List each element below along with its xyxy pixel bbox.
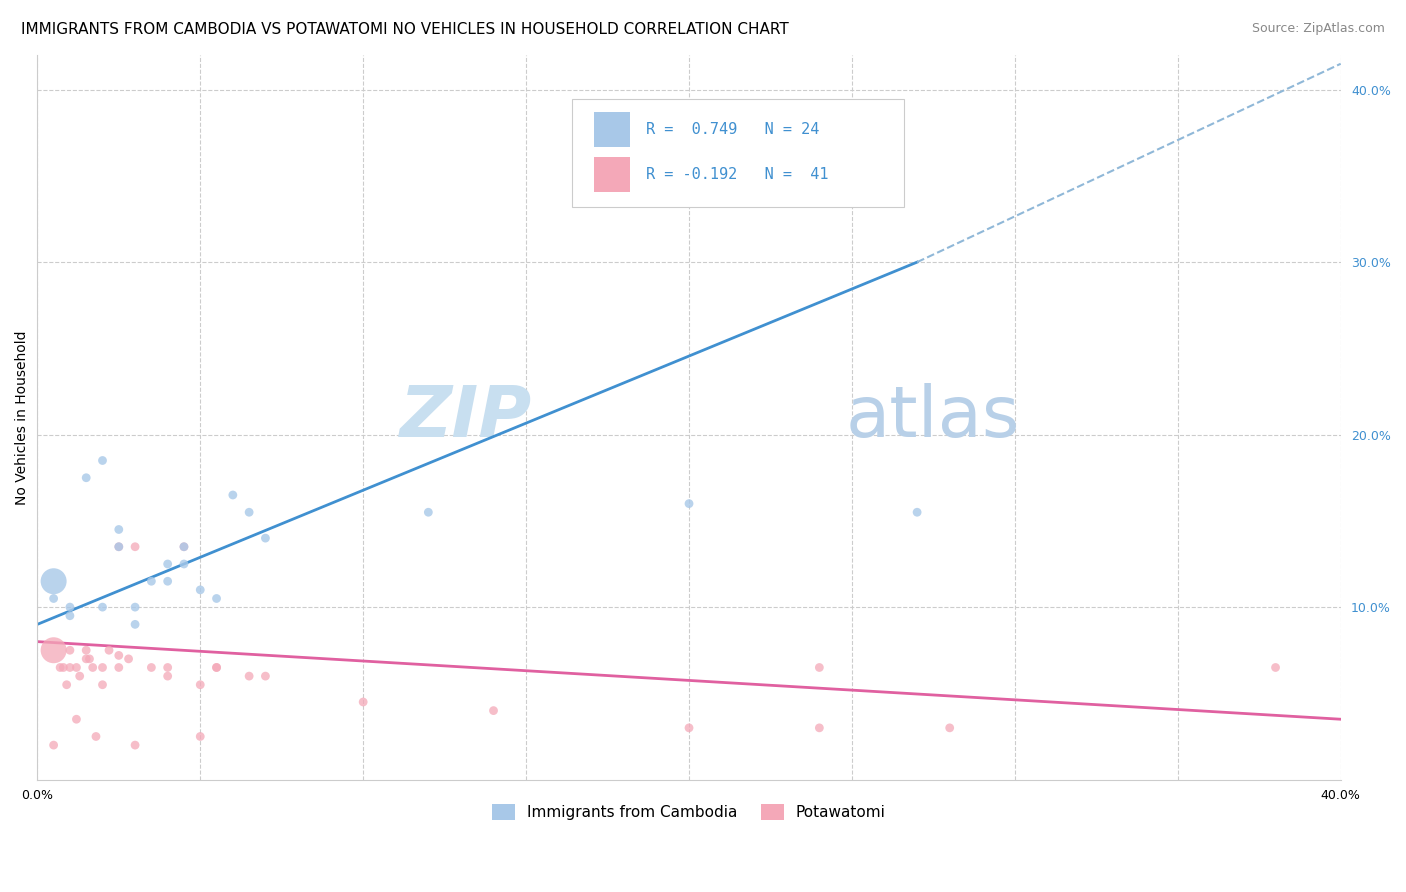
Point bbox=[254, 531, 277, 545]
Point bbox=[141, 574, 163, 589]
Point bbox=[156, 574, 179, 589]
Point bbox=[352, 695, 374, 709]
Point bbox=[59, 600, 82, 615]
Point bbox=[222, 488, 245, 502]
Point bbox=[173, 540, 195, 554]
Point bbox=[59, 660, 82, 674]
Point bbox=[107, 660, 129, 674]
Point bbox=[905, 505, 928, 519]
Point bbox=[91, 600, 114, 615]
FancyBboxPatch shape bbox=[572, 99, 904, 207]
Point bbox=[124, 600, 146, 615]
Point bbox=[42, 643, 65, 657]
Point bbox=[188, 730, 211, 744]
Point bbox=[173, 557, 195, 571]
Point bbox=[79, 652, 101, 666]
Point bbox=[238, 669, 260, 683]
Text: IMMIGRANTS FROM CAMBODIA VS POTAWATOMI NO VEHICLES IN HOUSEHOLD CORRELATION CHAR: IMMIGRANTS FROM CAMBODIA VS POTAWATOMI N… bbox=[21, 22, 789, 37]
Text: atlas: atlas bbox=[845, 383, 1019, 452]
Point bbox=[156, 669, 179, 683]
Point bbox=[124, 540, 146, 554]
Point bbox=[65, 660, 87, 674]
Point bbox=[418, 505, 440, 519]
Text: R = -0.192   N =  41: R = -0.192 N = 41 bbox=[645, 167, 828, 182]
Point bbox=[75, 471, 97, 485]
Point bbox=[205, 591, 228, 606]
Point bbox=[254, 669, 277, 683]
Point bbox=[238, 505, 260, 519]
FancyBboxPatch shape bbox=[593, 112, 630, 147]
Point bbox=[65, 712, 87, 726]
Point bbox=[98, 643, 121, 657]
Point bbox=[75, 652, 97, 666]
Point bbox=[808, 721, 831, 735]
Point bbox=[59, 643, 82, 657]
Point bbox=[49, 660, 72, 674]
Point bbox=[205, 660, 228, 674]
Point bbox=[75, 643, 97, 657]
Point bbox=[482, 704, 505, 718]
Point bbox=[188, 678, 211, 692]
FancyBboxPatch shape bbox=[593, 157, 630, 192]
Point bbox=[107, 540, 129, 554]
Point bbox=[55, 678, 77, 692]
Point bbox=[205, 660, 228, 674]
Point bbox=[52, 660, 75, 674]
Point bbox=[42, 591, 65, 606]
Point bbox=[91, 678, 114, 692]
Point bbox=[678, 721, 700, 735]
Point bbox=[69, 669, 91, 683]
Point bbox=[42, 738, 65, 752]
Point bbox=[938, 721, 960, 735]
Text: ZIP: ZIP bbox=[401, 383, 533, 452]
Point bbox=[1264, 660, 1286, 674]
Point bbox=[173, 540, 195, 554]
Point bbox=[141, 660, 163, 674]
Point bbox=[156, 660, 179, 674]
Point bbox=[678, 497, 700, 511]
Text: R =  0.749   N = 24: R = 0.749 N = 24 bbox=[645, 122, 820, 137]
Text: Source: ZipAtlas.com: Source: ZipAtlas.com bbox=[1251, 22, 1385, 36]
Point bbox=[107, 540, 129, 554]
Point bbox=[117, 652, 139, 666]
Point bbox=[82, 660, 104, 674]
Point bbox=[107, 523, 129, 537]
Point bbox=[91, 660, 114, 674]
Point bbox=[107, 648, 129, 663]
Point bbox=[91, 453, 114, 467]
Y-axis label: No Vehicles in Household: No Vehicles in Household bbox=[15, 330, 30, 505]
Point bbox=[42, 574, 65, 589]
Point bbox=[188, 582, 211, 597]
Point bbox=[124, 617, 146, 632]
Point bbox=[124, 738, 146, 752]
Point bbox=[808, 660, 831, 674]
Point bbox=[59, 608, 82, 623]
Legend: Immigrants from Cambodia, Potawatomi: Immigrants from Cambodia, Potawatomi bbox=[486, 798, 891, 826]
Point bbox=[84, 730, 107, 744]
Point bbox=[156, 557, 179, 571]
